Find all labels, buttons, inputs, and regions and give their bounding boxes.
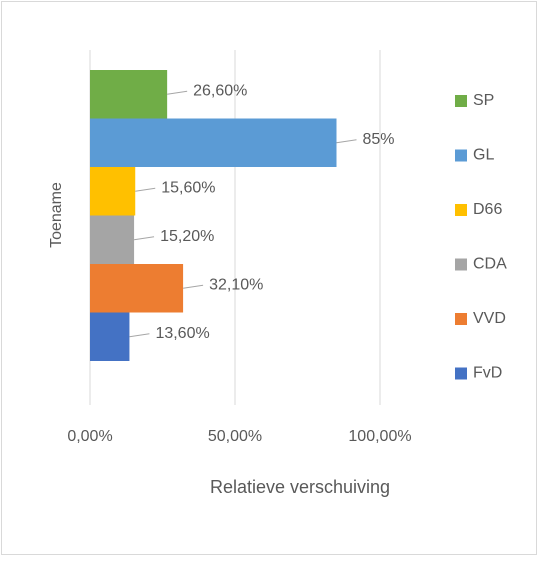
data-label: 13,60%: [155, 325, 209, 342]
bar: [90, 312, 130, 361]
leader-line: [167, 90, 188, 95]
legend-swatch: [455, 149, 467, 162]
legend-swatch: [455, 95, 467, 107]
legend-label: GL: [473, 147, 494, 164]
legend-label: CDA: [473, 256, 507, 273]
data-label: 26,60%: [193, 82, 247, 99]
leader-line: [129, 333, 150, 338]
leader-line: [134, 236, 155, 241]
legend-label: SP: [473, 92, 494, 109]
bar: [90, 167, 136, 216]
data-label: 15,20%: [160, 228, 214, 245]
y-tick-label: Toename: [48, 182, 65, 248]
leader-line: [183, 284, 204, 289]
bar: [90, 264, 184, 313]
x-tick-label: 0,00%: [67, 428, 112, 445]
data-label: 32,10%: [209, 276, 263, 293]
legend-label: FvD: [473, 365, 502, 382]
legend-swatch: [455, 204, 467, 216]
legend-label: VVD: [473, 310, 506, 327]
leader-line: [135, 187, 156, 192]
bar: [90, 215, 135, 264]
data-label: 15,60%: [161, 179, 215, 196]
data-label: 85%: [363, 131, 395, 148]
x-axis-title: Relatieve verschuiving: [210, 477, 390, 497]
legend-swatch: [455, 313, 467, 325]
bar: [90, 70, 168, 119]
x-tick-label: 50,00%: [208, 428, 262, 445]
legend-swatch: [455, 367, 467, 380]
bar: [90, 118, 337, 167]
leader-line: [336, 139, 357, 144]
legend-label: D66: [473, 201, 502, 218]
legend-swatch: [455, 258, 467, 271]
x-tick-label: 100,00%: [348, 428, 411, 445]
